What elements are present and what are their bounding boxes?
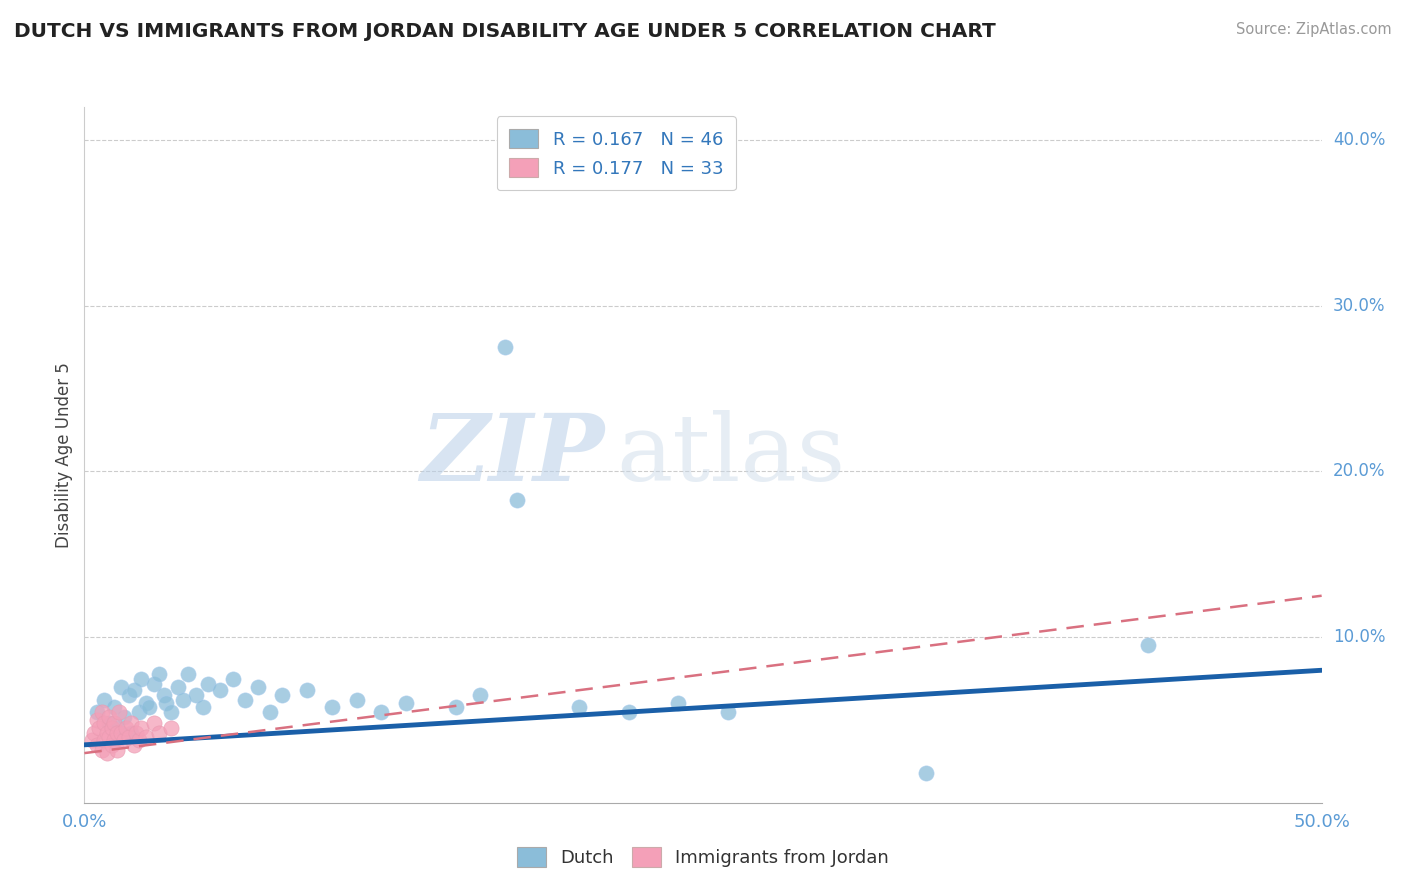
Point xyxy=(142,716,165,731)
Point xyxy=(470,688,492,702)
Point xyxy=(90,743,112,757)
Point xyxy=(120,726,142,740)
Point xyxy=(103,732,125,747)
Point xyxy=(96,746,118,760)
Point xyxy=(246,680,269,694)
Point xyxy=(83,726,105,740)
Point xyxy=(271,688,294,702)
Point xyxy=(666,697,689,711)
Point xyxy=(100,721,122,735)
Point xyxy=(209,683,232,698)
Point xyxy=(86,705,108,719)
Point xyxy=(122,738,145,752)
Point xyxy=(96,726,118,740)
Point xyxy=(118,730,141,744)
Point xyxy=(100,738,122,752)
Point xyxy=(118,688,141,702)
Point xyxy=(177,666,200,681)
Point xyxy=(90,705,112,719)
Point xyxy=(129,721,152,735)
Point xyxy=(115,721,138,735)
Point xyxy=(914,766,936,780)
Text: 20.0%: 20.0% xyxy=(1333,462,1385,481)
Point xyxy=(120,716,142,731)
Point xyxy=(717,705,740,719)
Point xyxy=(568,699,591,714)
Point xyxy=(135,730,157,744)
Point xyxy=(444,699,467,714)
Text: 10.0%: 10.0% xyxy=(1333,628,1385,646)
Point xyxy=(112,709,135,723)
Point xyxy=(98,730,121,744)
Text: 30.0%: 30.0% xyxy=(1333,297,1385,315)
Point xyxy=(295,683,318,698)
Legend: Dutch, Immigrants from Jordan: Dutch, Immigrants from Jordan xyxy=(510,839,896,874)
Point xyxy=(160,721,183,735)
Point xyxy=(233,693,256,707)
Point xyxy=(110,726,132,740)
Y-axis label: Disability Age Under 5: Disability Age Under 5 xyxy=(55,362,73,548)
Point xyxy=(125,726,148,740)
Point xyxy=(93,716,115,731)
Point xyxy=(128,732,150,747)
Point xyxy=(148,666,170,681)
Point xyxy=(129,672,152,686)
Point xyxy=(93,732,115,747)
Point xyxy=(89,721,111,735)
Point xyxy=(108,705,131,719)
Text: DUTCH VS IMMIGRANTS FROM JORDAN DISABILITY AGE UNDER 5 CORRELATION CHART: DUTCH VS IMMIGRANTS FROM JORDAN DISABILI… xyxy=(14,22,995,41)
Point xyxy=(105,721,128,735)
Point xyxy=(98,716,121,731)
Point xyxy=(152,688,174,702)
Point xyxy=(197,676,219,690)
Text: 40.0%: 40.0% xyxy=(1333,131,1385,149)
Point xyxy=(103,699,125,714)
Point xyxy=(148,726,170,740)
Point xyxy=(506,492,529,507)
Point xyxy=(122,683,145,698)
Point xyxy=(346,693,368,707)
Point xyxy=(86,713,108,727)
Point xyxy=(138,699,160,714)
Point xyxy=(105,726,128,740)
Point xyxy=(160,705,183,719)
Point xyxy=(167,680,190,694)
Point xyxy=(259,705,281,719)
Point xyxy=(395,697,418,711)
Point xyxy=(155,697,177,711)
Point xyxy=(321,699,343,714)
Point xyxy=(494,340,516,354)
Point xyxy=(103,716,125,731)
Text: Source: ZipAtlas.com: Source: ZipAtlas.com xyxy=(1236,22,1392,37)
Point xyxy=(617,705,640,719)
Text: atlas: atlas xyxy=(616,410,845,500)
Point xyxy=(172,693,194,707)
Point xyxy=(98,709,121,723)
Text: ZIP: ZIP xyxy=(420,410,605,500)
Point xyxy=(370,705,392,719)
Point xyxy=(105,743,128,757)
Point xyxy=(110,680,132,694)
Point xyxy=(128,705,150,719)
Point xyxy=(135,697,157,711)
Point xyxy=(142,676,165,690)
Point xyxy=(93,693,115,707)
Point xyxy=(86,738,108,752)
Point xyxy=(80,732,103,747)
Point xyxy=(222,672,245,686)
Point xyxy=(184,688,207,702)
Point xyxy=(1137,639,1160,653)
Point xyxy=(112,732,135,747)
Legend: R = 0.167   N = 46, R = 0.177   N = 33: R = 0.167 N = 46, R = 0.177 N = 33 xyxy=(496,116,735,190)
Point xyxy=(191,699,214,714)
